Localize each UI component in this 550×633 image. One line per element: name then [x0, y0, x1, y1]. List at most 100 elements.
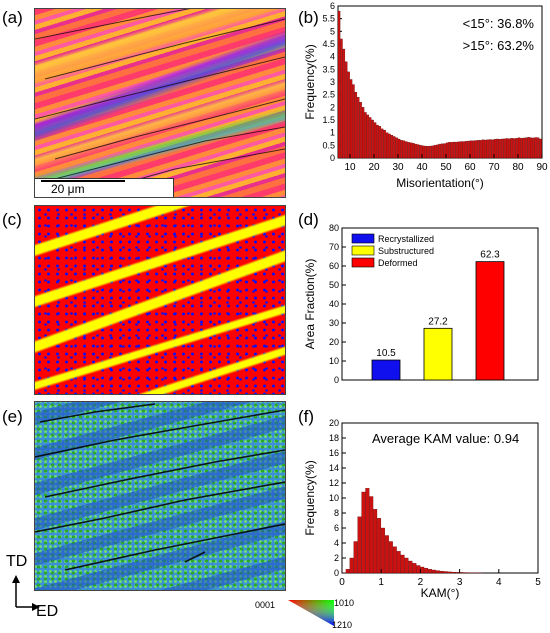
histogram-bar	[400, 140, 403, 159]
x-axis-label: KAM(°)	[421, 586, 460, 600]
histogram-bar	[404, 557, 409, 574]
y-tick-label: 3.5	[322, 64, 335, 74]
y-tick-label: 30	[329, 318, 339, 328]
area-fraction-bar	[371, 359, 401, 381]
y-tick-label: 2.5	[322, 90, 335, 100]
histogram-bar	[405, 141, 408, 159]
histogram-bar	[359, 102, 362, 159]
y-tick-label: 70	[329, 242, 339, 252]
histogram-bar	[412, 143, 415, 159]
histogram-bar	[397, 138, 401, 159]
x-tick-label: 4	[496, 577, 502, 588]
histogram-bar	[513, 138, 516, 159]
histogram-bar	[378, 126, 382, 159]
panel-label-b: (b)	[298, 8, 319, 27]
legend-label: Recrystallized	[378, 234, 434, 244]
x-tick-label: 2	[418, 577, 424, 588]
histogram-bar	[388, 541, 393, 574]
panel-label-f: (f)	[298, 407, 315, 426]
histogram-bar	[433, 145, 437, 159]
td-label: TD	[6, 553, 28, 570]
bar-value-label: 10.5	[376, 348, 396, 359]
histogram-bar	[469, 140, 473, 159]
histogram-bar	[364, 112, 367, 159]
histogram-bar	[501, 138, 504, 159]
histogram-bar	[474, 140, 478, 159]
histogram-bar	[393, 136, 396, 159]
histogram-bar	[345, 569, 350, 574]
histogram-bar	[390, 135, 394, 159]
x-tick-label: 40	[416, 162, 428, 173]
bar-value-label: 62.3	[480, 250, 500, 261]
histogram-bar	[419, 145, 422, 159]
histogram-bar	[486, 139, 490, 159]
y-tick-label: 20	[329, 418, 339, 428]
scale-bar	[41, 180, 125, 182]
histogram-bar	[459, 572, 464, 574]
histogram-bar	[467, 140, 470, 159]
histogram-bar	[347, 71, 350, 159]
legend-label: Deformed	[378, 258, 418, 268]
histogram-bar	[361, 491, 366, 574]
histogram-bar	[515, 138, 518, 159]
ed-label: ED	[36, 603, 59, 620]
y-tick-label: 1	[330, 128, 335, 138]
scale-bar-box	[35, 178, 174, 197]
histogram-bar	[357, 516, 362, 574]
x-tick-label: 20	[368, 162, 380, 173]
histogram-bar	[384, 535, 389, 574]
y-tick-label: 0.5	[322, 140, 335, 150]
legend-swatch	[351, 245, 375, 256]
kam-map	[34, 401, 286, 591]
histogram-bar	[349, 557, 354, 574]
histogram-bar	[517, 137, 521, 159]
histogram-bar	[448, 142, 451, 159]
y-tick-label: 10	[329, 356, 339, 366]
x-tick-label: 0	[339, 577, 345, 588]
histogram-bar	[455, 572, 460, 574]
y-tick-label: 80	[329, 223, 339, 233]
histogram-bar	[424, 567, 429, 574]
y-axis-label: Frequency(%)	[303, 44, 317, 119]
ipf-map: 20 μm	[34, 8, 286, 198]
y-tick-label: 60	[329, 261, 339, 271]
area-fraction-bar	[475, 261, 505, 381]
histogram-bar	[383, 129, 386, 159]
histogram-bar	[429, 145, 432, 159]
histogram-bar	[441, 143, 444, 159]
histogram-bar	[366, 114, 370, 159]
histogram-bar	[491, 139, 494, 159]
histogram-bar	[376, 124, 379, 159]
histogram-bar	[457, 141, 461, 159]
histogram-bar	[381, 128, 384, 159]
y-tick-label: 4.5	[322, 39, 335, 49]
y-tick-label: 3	[330, 77, 335, 87]
histogram-bar	[420, 566, 425, 574]
histogram-bar	[439, 570, 444, 574]
histogram-bar	[345, 61, 348, 159]
histogram-bar	[337, 10, 341, 159]
y-tick-label: 0	[334, 568, 339, 578]
histogram-bar	[388, 133, 391, 159]
histogram-bar	[450, 142, 454, 159]
legend-label: Substructured	[378, 246, 434, 256]
y-tick-label: 20	[329, 337, 339, 347]
histogram-bar	[496, 138, 499, 159]
y-axis-label: Area Fraction(%)	[303, 259, 317, 350]
kam-average-annotation: Average KAM value: 0.94	[372, 431, 519, 446]
x-tick-label: 70	[488, 162, 500, 173]
histogram-bar	[522, 137, 526, 159]
y-tick-label: 4	[330, 52, 335, 62]
histogram-bar	[508, 138, 511, 159]
legend-swatch	[351, 233, 375, 244]
y-tick-label: 18	[329, 433, 339, 443]
scale-bar-label: 20 μm	[51, 182, 85, 196]
histogram-bar	[407, 142, 410, 159]
histogram-bar	[371, 119, 374, 159]
y-tick-label: 4	[334, 538, 339, 548]
ipf-key-1010: 1010	[334, 598, 355, 608]
histogram-bar	[402, 140, 406, 159]
recrystallization-map	[34, 205, 286, 395]
histogram-bar	[369, 117, 372, 159]
